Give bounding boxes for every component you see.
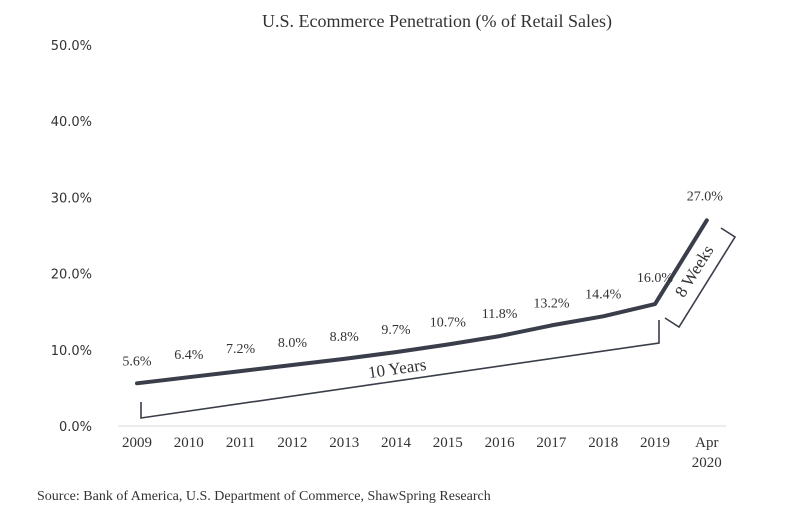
y-tick-label: 20.0% [51,268,92,283]
x-tick-label: 2010 [174,435,204,451]
y-tick-label: 50.0% [51,39,92,54]
x-tick-label: 2009 [122,435,152,451]
x-tick-label: 2019 [640,435,670,451]
data-labels: 5.6% 6.4% 7.2% 8.0% 8.8% 9.7% 10.7% 11.8% 13.2% 1… [122,189,723,369]
x-tick-label: 2015 [433,435,463,451]
ten-year-bracket [140,320,660,419]
x-tick-label: 2017 [536,435,567,451]
x-tick-label: 2020 [692,455,722,471]
y-tick-label: 30.0% [51,191,92,206]
data-label: 16.0% [637,271,674,286]
x-axis: 2009 2010 2011 2012 2013 2014 2015 2016 2017 2018… [122,435,722,471]
y-tick-label: 40.0% [51,115,92,130]
x-tick-label: 2013 [329,435,359,451]
x-tick-label: 2014 [381,435,412,451]
y-tick-label: 0.0% [59,420,92,435]
data-label: 5.6% [122,354,152,369]
source-note: Source: Bank of America, U.S. Department… [37,489,491,504]
x-tick-label: 2016 [485,435,516,451]
x-tick-label: 2018 [588,435,618,451]
eight-week-bracket [664,227,737,329]
data-label: 8.0% [278,336,308,351]
data-label: 7.2% [226,342,256,357]
data-label: 10.7% [430,315,467,330]
data-label: 27.0% [687,189,724,204]
x-tick-label: Apr [695,435,718,451]
chart-title: U.S. Ecommerce Penetration (% of Retail … [262,11,612,32]
series-line [135,218,709,386]
x-tick-label: 2012 [277,435,307,451]
data-label: 8.8% [330,330,360,345]
x-tick-label: 2011 [226,435,255,451]
data-label: 13.2% [533,296,570,311]
data-label: 9.7% [381,323,411,338]
data-label: 11.8% [482,307,518,322]
data-label: 14.4% [585,287,622,302]
eight-week-label: 8 Weeks [671,242,718,301]
data-label: 6.4% [174,348,204,363]
y-axis: 0.0% 10.0% 20.0% 30.0% 40.0% 50.0% [51,39,92,435]
y-tick-label: 10.0% [51,344,92,359]
